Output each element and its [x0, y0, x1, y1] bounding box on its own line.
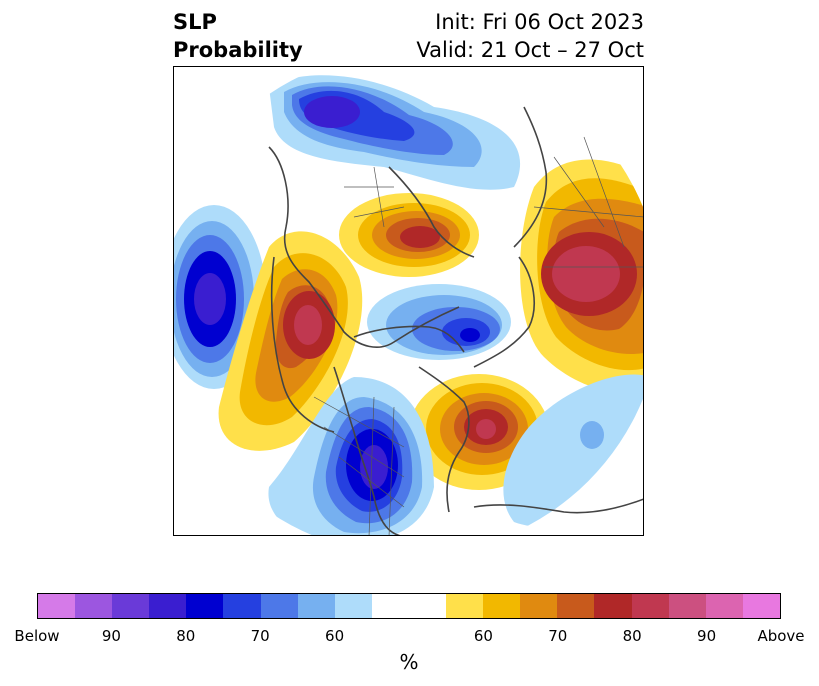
borders	[313, 136, 643, 535]
colorbar-below-segment	[149, 594, 187, 618]
valid-dates: Valid: 21 Oct – 27 Oct	[416, 38, 644, 62]
colorbar-tick-label: 90	[697, 627, 717, 645]
colorbar-below-segment	[38, 594, 76, 618]
colorbar-tick-label: Above	[757, 627, 805, 645]
colorbar-above-segment	[742, 594, 780, 618]
colorbar-tick-label: 70	[548, 627, 568, 645]
siberia-high	[339, 193, 479, 277]
colorbar-above-segment	[446, 594, 484, 618]
colorbar-tick-label: 60	[473, 627, 493, 645]
probability-field	[174, 75, 643, 535]
alaska-high	[218, 231, 363, 451]
coastlines	[268, 106, 643, 535]
colorbar-unit: %	[399, 650, 419, 674]
colorbar-below-segment	[112, 594, 150, 618]
colorbar-tick-label: 80	[176, 627, 196, 645]
colorbar-tick-label: 80	[622, 627, 642, 645]
siberia-low	[269, 75, 521, 190]
colorbar-above-segment	[594, 594, 632, 618]
colorbar-above-segment	[483, 594, 521, 618]
colorbar-neutral-segment	[371, 594, 447, 618]
colorbar-above-segment	[631, 594, 669, 618]
init-date: Init: Fri 06 Oct 2023	[435, 10, 644, 34]
forecast-dates: Init: Fri 06 Oct 2023 Valid: 21 Oct – 27…	[416, 8, 644, 64]
colorbar-below-segment	[186, 594, 224, 618]
chart-title: SLP Probability	[173, 8, 303, 64]
pacific-low	[174, 205, 266, 389]
colorbar-above-segment	[557, 594, 595, 618]
colorbar-tick-label: 70	[250, 627, 270, 645]
russia-high	[520, 159, 643, 393]
title-line-slp: SLP	[173, 10, 217, 34]
colorbar-above-segment	[520, 594, 558, 618]
colorbar-below-segment	[223, 594, 261, 618]
colorbar-tick-label: Below	[14, 627, 60, 645]
probability-colorbar	[37, 593, 781, 619]
colorbar-below-segment	[297, 594, 335, 618]
probability-map	[173, 66, 644, 536]
arctic-low	[367, 284, 511, 360]
colorbar-below-segment	[334, 594, 372, 618]
colorbar-tick-label: 90	[101, 627, 121, 645]
map-svg	[174, 75, 643, 535]
colorbar-below-segment	[260, 594, 298, 618]
colorbar-tick-label: 60	[325, 627, 345, 645]
colorbar-above-segment	[668, 594, 706, 618]
title-line-probability: Probability	[173, 38, 303, 62]
colorbar-below-segment	[75, 594, 113, 618]
colorbar-above-segment	[705, 594, 743, 618]
north-america-low	[268, 377, 434, 535]
